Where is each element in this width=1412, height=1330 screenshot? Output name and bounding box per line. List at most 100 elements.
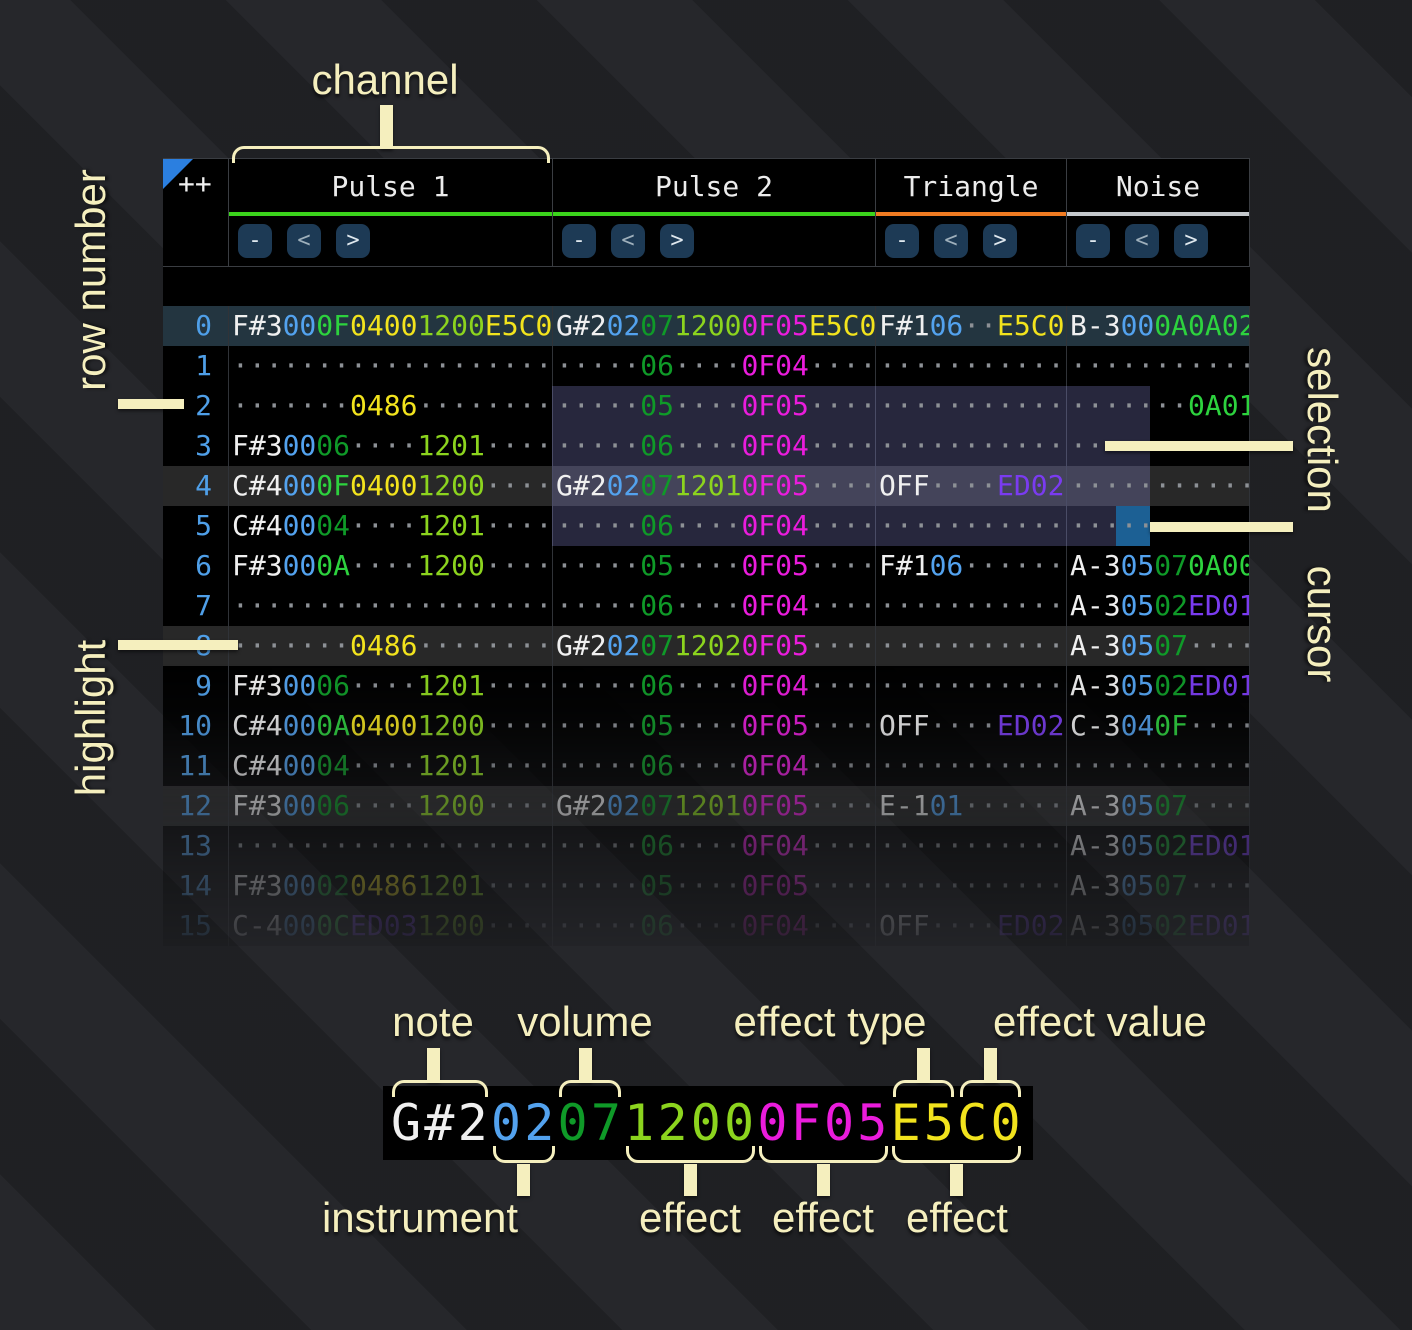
pattern-cell-noise[interactable]: A-30507···· (1066, 866, 1250, 906)
pattern-cell-triangle[interactable]: ··········· (875, 826, 1066, 866)
pattern-cell-triangle[interactable]: OFF····ED02 (875, 906, 1066, 946)
pattern-segment: 02 (606, 789, 641, 822)
pattern-cell-pulse-1[interactable]: ·······0486········ (228, 626, 552, 666)
pattern-cell-noise[interactable]: ··········· (1066, 466, 1250, 506)
pattern-cell-triangle[interactable]: OFF····ED02 (875, 706, 1066, 746)
pattern-cell-noise[interactable]: A-30502ED01 (1066, 586, 1250, 626)
pattern-cell-pulse-2[interactable]: ·····06····0F04···· (552, 746, 875, 786)
pattern-segment: ···· (674, 869, 742, 902)
volume-bracket (559, 1080, 621, 1097)
pattern-cell-pulse-2[interactable]: G#2020712020F05···· (552, 626, 875, 666)
pattern-cell-noise[interactable]: C-3040F···· (1066, 706, 1250, 746)
pattern-cell-noise[interactable]: A-30507···· (1066, 786, 1250, 826)
pattern-segment: 00 (282, 789, 317, 822)
pattern-segment: 0A (1154, 309, 1189, 342)
pattern-cell-pulse-2[interactable]: G#2020712010F05···· (552, 466, 875, 506)
pattern-cell-pulse-1[interactable]: F#3000A····1200···· (228, 546, 552, 586)
pattern-cell-triangle[interactable]: ··········· (875, 746, 1066, 786)
pattern-segment: 05 (640, 549, 675, 582)
pattern-cell-pulse-2[interactable]: ·····06····0F04···· (552, 666, 875, 706)
pattern-segment: 1201 (674, 469, 742, 502)
note-bracket (392, 1080, 488, 1097)
pattern-cell-pulse-1[interactable]: F#3000204861201···· (228, 866, 552, 906)
pattern-segment: 0F (1154, 709, 1189, 742)
pattern-cell-triangle[interactable]: E-101······ (875, 786, 1066, 826)
move-channel-left-button[interactable]: < (1125, 224, 1159, 258)
pattern-cell-pulse-2[interactable]: G#2020712010F05···· (552, 786, 875, 826)
pattern-cell-pulse-1[interactable]: F#30006····1200···· (228, 786, 552, 826)
pattern-segment: A-3 (1070, 549, 1121, 582)
pattern-cell-pulse-1[interactable]: C-4000CED031200···· (228, 906, 552, 946)
pattern-cell-triangle[interactable]: F#106··E5C0 (875, 306, 1066, 346)
pattern-cell-noise[interactable]: A-30502ED01 (1066, 666, 1250, 706)
pattern-cell-pulse-1[interactable]: ··················· (228, 346, 552, 386)
pattern-cell-triangle[interactable]: ··········· (875, 426, 1066, 466)
move-channel-right-button[interactable]: > (336, 224, 370, 258)
pattern-cell-pulse-2[interactable]: ·····06····0F04···· (552, 506, 875, 546)
pattern-cell-pulse-2[interactable]: ·····06····0F04···· (552, 586, 875, 626)
pattern-cell-pulse-1[interactable]: C#4000A04001200···· (228, 706, 552, 746)
pattern-cell-noise[interactable]: A-305070A00 (1066, 546, 1250, 586)
pattern-cell-pulse-1[interactable]: F#30006····1201···· (228, 426, 552, 466)
pattern-row: 12 F#30006····1200···· G#2020712010F05····… (163, 786, 1250, 826)
pattern-segment: 07 (640, 309, 675, 342)
pattern-cell-triangle[interactable]: ··········· (875, 666, 1066, 706)
remove-channel-button[interactable]: - (238, 224, 272, 258)
pattern-cell-noise[interactable]: B-3000A0A02 (1066, 306, 1250, 346)
pattern-cell-noise[interactable]: A-30507···· (1066, 626, 1250, 666)
pattern-cell-pulse-1[interactable]: ·······0486········ (228, 386, 552, 426)
pattern-cell-pulse-2[interactable]: ·····05····0F05···· (552, 386, 875, 426)
move-channel-left-button[interactable]: < (934, 224, 968, 258)
pattern-cell-triangle[interactable]: ··········· (875, 386, 1066, 426)
pattern-cell-noise[interactable]: ··········· (1066, 746, 1250, 786)
pattern-cell-pulse-1[interactable]: C#4000F04001200···· (228, 466, 552, 506)
pattern-segment: ···· (674, 349, 742, 382)
pattern-cell-pulse-1[interactable]: C#40004····1201···· (228, 746, 552, 786)
pattern-cell-triangle[interactable]: F#106······ (875, 546, 1066, 586)
remove-channel-button[interactable]: - (562, 224, 596, 258)
pattern-cell-pulse-1[interactable]: F#3000F04001200E5C0 (228, 306, 552, 346)
pattern-cell-pulse-1[interactable]: C#40004····1201···· (228, 506, 552, 546)
pattern-cell-noise[interactable]: A-30502ED01 (1066, 906, 1250, 946)
move-channel-left-button[interactable]: < (287, 224, 321, 258)
pattern-cell-pulse-2[interactable]: ·····05····0F05···· (552, 706, 875, 746)
pattern-cell-noise[interactable]: ·······0A01 (1066, 386, 1250, 426)
pattern-cell-triangle[interactable]: ··········· (875, 626, 1066, 666)
remove-channel-button[interactable]: - (885, 224, 919, 258)
pattern-segment: A-3 (1070, 589, 1121, 622)
move-channel-left-button[interactable]: < (611, 224, 645, 258)
pattern-cell-pulse-1[interactable]: ··················· (228, 586, 552, 626)
pattern-segment: ···· (929, 909, 998, 942)
pattern-cell-pulse-2[interactable]: G#2020712000F05E5C0 (552, 306, 875, 346)
pattern-row: 1 ··················· ·····06····0F04···· ·… (163, 346, 1250, 386)
move-channel-right-button[interactable]: > (660, 224, 694, 258)
pattern-segment: 1200 (417, 469, 485, 502)
pattern-cell-pulse-2[interactable]: ·····06····0F04···· (552, 426, 875, 466)
pattern-cell-triangle[interactable]: ··········· (875, 866, 1066, 906)
pattern-cell-triangle[interactable]: ··········· (875, 586, 1066, 626)
formula-box: G#2020712000F05E5C0 (383, 1086, 1033, 1160)
pattern-cell-pulse-2[interactable]: ·····05····0F05···· (552, 866, 875, 906)
pattern-segment: ····· (556, 909, 641, 942)
pattern-cell-pulse-2[interactable]: ·····05····0F05···· (552, 546, 875, 586)
pattern-segment: A-3 (1070, 629, 1121, 662)
channel-name: Triangle (903, 170, 1039, 203)
move-channel-right-button[interactable]: > (983, 224, 1017, 258)
pattern-cell-pulse-2[interactable]: ·····06····0F04···· (552, 906, 875, 946)
pattern-segment: ···· (1188, 629, 1250, 662)
pattern-cell-pulse-2[interactable]: ·····06····0F04···· (552, 826, 875, 866)
pattern-segment: ··········· (879, 389, 1065, 422)
pattern-cell-triangle[interactable]: ··········· (875, 506, 1066, 546)
pattern-segment: ···· (484, 429, 552, 462)
pattern-cell-triangle[interactable]: ··········· (875, 346, 1066, 386)
pattern-cell-pulse-1[interactable]: F#30006····1201···· (228, 666, 552, 706)
remove-channel-button[interactable]: - (1076, 224, 1110, 258)
pattern-cell-triangle[interactable]: OFF····ED02 (875, 466, 1066, 506)
row-number: 9 (195, 669, 212, 702)
pattern-cell-noise[interactable]: ··········· (1066, 346, 1250, 386)
pattern-cell-noise[interactable]: A-30502ED01 (1066, 826, 1250, 866)
pattern-segment: 00 (282, 469, 317, 502)
pattern-cell-pulse-1[interactable]: ··················· (228, 826, 552, 866)
pattern-cell-pulse-2[interactable]: ·····06····0F04···· (552, 346, 875, 386)
move-channel-right-button[interactable]: > (1174, 224, 1208, 258)
